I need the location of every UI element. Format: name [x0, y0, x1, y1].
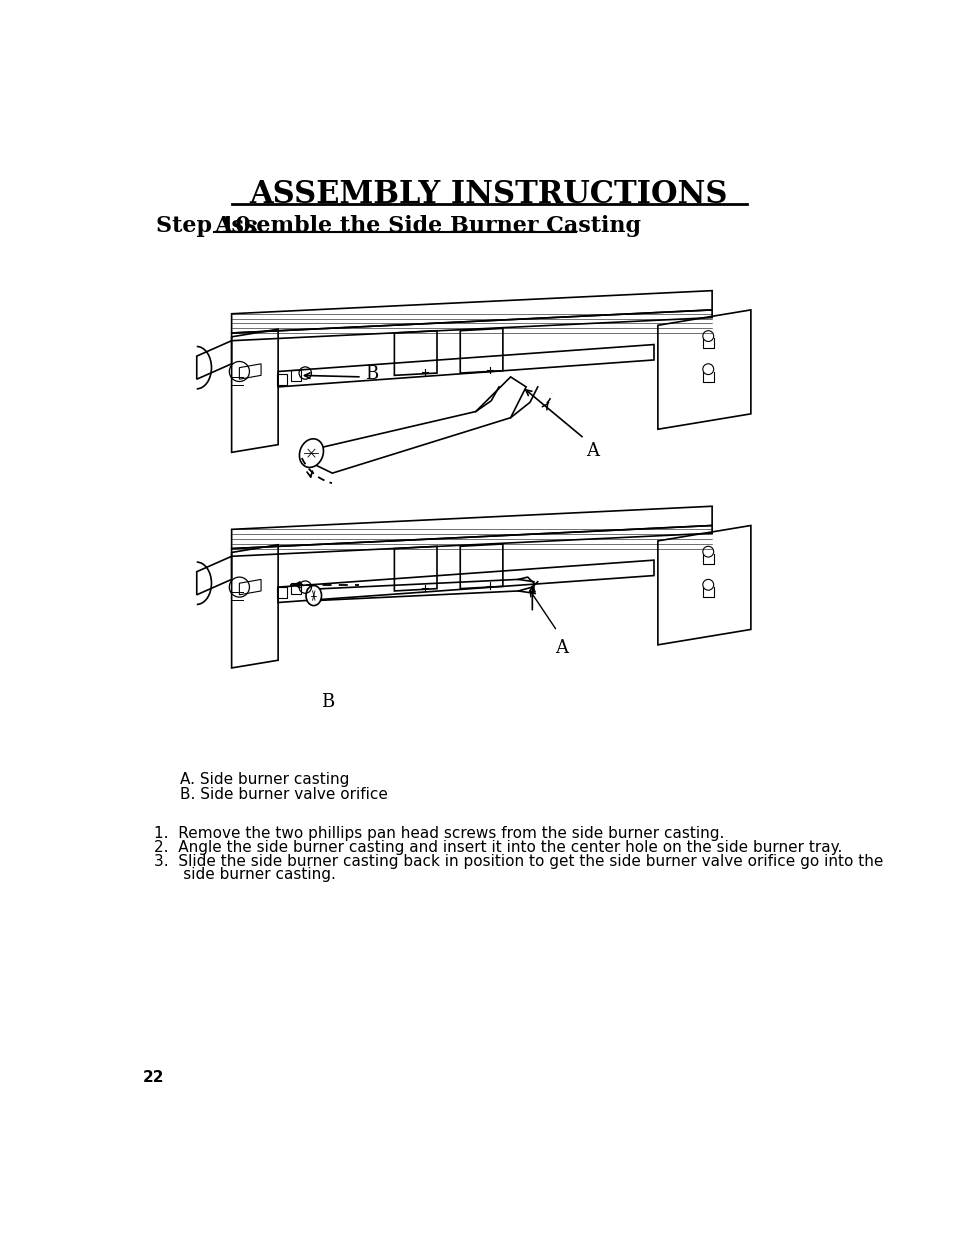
Ellipse shape: [306, 585, 321, 605]
Text: A. Side burner casting: A. Side burner casting: [179, 772, 349, 787]
Text: ASSEMBLY INSTRUCTIONS: ASSEMBLY INSTRUCTIONS: [250, 179, 727, 210]
Text: Step 10:: Step 10:: [156, 215, 267, 237]
Text: B. Side burner valve orifice: B. Side burner valve orifice: [179, 787, 387, 803]
Text: Assemble the Side Burner Casting: Assemble the Side Burner Casting: [213, 215, 640, 237]
Text: B: B: [365, 364, 377, 383]
Text: 22: 22: [142, 1071, 164, 1086]
Ellipse shape: [299, 438, 323, 467]
Text: 3.  Slide the side burner casting back in position to get the side burner valve : 3. Slide the side burner casting back in…: [154, 853, 882, 868]
Text: 1.  Remove the two phillips pan head screws from the side burner casting.: 1. Remove the two phillips pan head scre…: [154, 826, 723, 841]
Text: side burner casting.: side burner casting.: [154, 867, 335, 882]
Text: B: B: [320, 693, 334, 710]
Text: A: A: [586, 442, 598, 459]
Text: 2.  Angle the side burner casting and insert it into the center hole on the side: 2. Angle the side burner casting and ins…: [154, 840, 841, 855]
Text: A: A: [555, 638, 568, 657]
